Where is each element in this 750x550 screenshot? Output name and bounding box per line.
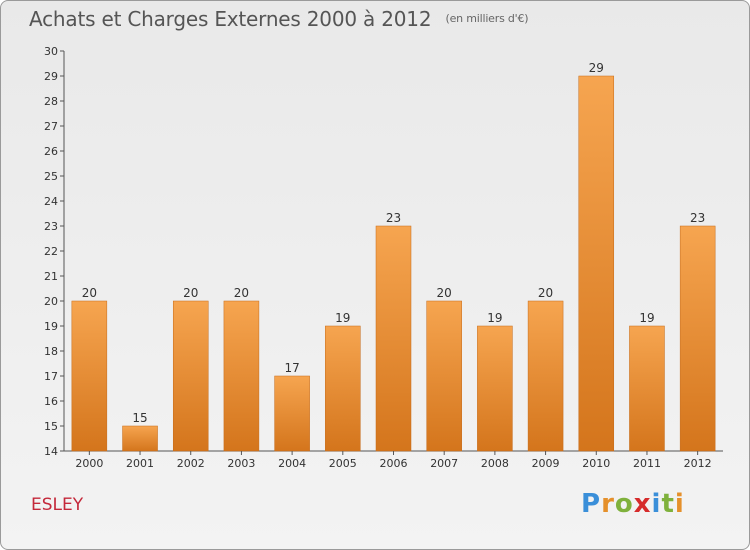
x-tick-label: 2007 bbox=[430, 457, 458, 470]
data-label: 29 bbox=[589, 61, 604, 75]
x-tick-label: 2004 bbox=[278, 457, 306, 470]
x-tick-label: 2011 bbox=[633, 457, 661, 470]
y-tick-label: 14 bbox=[44, 445, 58, 458]
commune-name: ESLEY bbox=[31, 495, 84, 515]
data-label: 23 bbox=[690, 211, 705, 225]
bar-2005 bbox=[325, 325, 361, 452]
y-tick-label: 26 bbox=[44, 145, 58, 158]
x-tick-label: 2010 bbox=[582, 457, 610, 470]
bar-2006 bbox=[375, 225, 412, 452]
data-label: 19 bbox=[487, 311, 502, 325]
x-tick-label: 2001 bbox=[126, 457, 154, 470]
chart-title: Achats et Charges Externes 2000 à 2012 (… bbox=[29, 7, 529, 31]
y-tick-label: 21 bbox=[44, 270, 58, 283]
y-tick-label: 20 bbox=[44, 295, 58, 308]
logo-letter: o bbox=[614, 489, 634, 519]
data-label: 19 bbox=[335, 311, 350, 325]
y-tick-label: 29 bbox=[44, 70, 58, 83]
y-tick-label: 28 bbox=[44, 95, 58, 108]
y-tick-label: 23 bbox=[44, 220, 58, 233]
y-tick-label: 22 bbox=[44, 245, 58, 258]
bar-2001 bbox=[122, 425, 158, 452]
logo-letter: r bbox=[601, 489, 615, 519]
y-tick-label: 27 bbox=[44, 120, 58, 133]
logo-letter: t bbox=[661, 489, 675, 519]
x-tick-label: 2008 bbox=[481, 457, 509, 470]
y-tick-label: 18 bbox=[44, 345, 58, 358]
x-tick-label: 2005 bbox=[329, 457, 357, 470]
data-label: 20 bbox=[437, 286, 452, 300]
title-text: Achats et Charges Externes 2000 à 2012 bbox=[29, 7, 432, 31]
bar-2010 bbox=[578, 75, 615, 452]
logo-letter: x bbox=[633, 489, 652, 519]
bar-2007 bbox=[426, 300, 462, 452]
bar-2002 bbox=[172, 300, 209, 452]
chart-subtitle: (en milliers d'€) bbox=[445, 12, 529, 25]
data-label: 20 bbox=[183, 286, 198, 300]
y-tick-label: 17 bbox=[44, 370, 58, 383]
data-label: 23 bbox=[386, 211, 401, 225]
data-label: 19 bbox=[639, 311, 654, 325]
data-label: 17 bbox=[284, 361, 299, 375]
y-tick-label: 30 bbox=[44, 45, 58, 58]
y-tick-label: 24 bbox=[44, 195, 58, 208]
logo-letter: i bbox=[651, 489, 662, 519]
bar-2008 bbox=[477, 325, 513, 452]
logo-letter: i bbox=[674, 489, 685, 519]
y-tick-label: 15 bbox=[44, 420, 58, 433]
bar-2003 bbox=[223, 300, 260, 452]
bar-2011 bbox=[629, 325, 665, 452]
x-tick-label: 2009 bbox=[532, 457, 560, 470]
x-tick-label: 2000 bbox=[75, 457, 103, 470]
data-label: 20 bbox=[538, 286, 553, 300]
x-tick-label: 2002 bbox=[177, 457, 205, 470]
y-tick-label: 25 bbox=[44, 170, 58, 183]
logo-letter: P bbox=[581, 489, 602, 519]
y-tick-label: 19 bbox=[44, 320, 58, 333]
proxiti-logo: Proxiti bbox=[581, 489, 685, 519]
bar-2009 bbox=[527, 300, 564, 452]
y-tick-label: 16 bbox=[44, 395, 58, 408]
x-tick-label: 2012 bbox=[684, 457, 712, 470]
bar-2000 bbox=[71, 300, 108, 452]
bar-2012 bbox=[679, 225, 716, 452]
data-label: 20 bbox=[82, 286, 97, 300]
data-label: 20 bbox=[234, 286, 249, 300]
x-tick-label: 2006 bbox=[380, 457, 408, 470]
x-tick-label: 2003 bbox=[227, 457, 255, 470]
bar-2004 bbox=[274, 375, 310, 452]
data-label: 15 bbox=[132, 411, 147, 425]
